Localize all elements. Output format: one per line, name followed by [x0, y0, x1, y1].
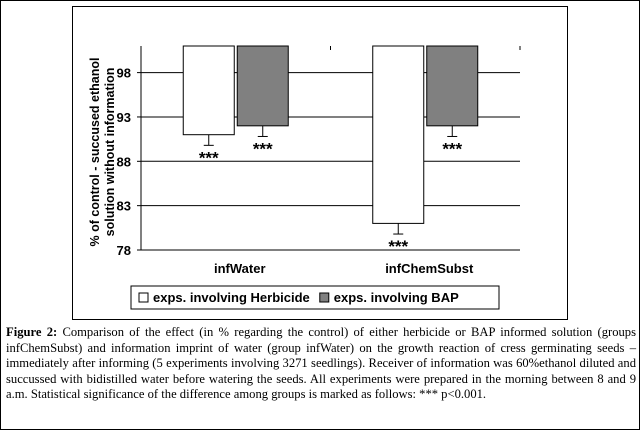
significance-label: ***: [442, 139, 462, 158]
caption-label: Figure 2:: [6, 325, 58, 339]
y-tick-label: 98: [117, 66, 131, 81]
caption-text: Comparison of the effect (in % regarding…: [6, 325, 636, 402]
figure-caption: Figure 2: Comparison of the effect (in %…: [6, 325, 636, 403]
y-axis-label-line: solution without information: [103, 68, 117, 237]
legend-label: exps. involving BAP: [334, 290, 459, 305]
legend-swatch: [138, 292, 149, 303]
y-tick-label: 88: [117, 154, 131, 169]
y-tick-label: 93: [117, 110, 131, 125]
y-tick-label: 83: [117, 199, 131, 214]
y-axis-label: % of control - succused ethanolsolution …: [88, 58, 117, 247]
category-label: infWater: [214, 261, 266, 276]
bar-infChemSubst-1: [426, 45, 479, 127]
legend-box: [130, 285, 500, 310]
bar-infWater-1: [236, 45, 289, 127]
category-label: infChemSubst: [385, 261, 474, 276]
bar-infWater-0: [182, 45, 235, 136]
significance-label: ***: [388, 237, 408, 256]
y-tick-label: 78: [117, 243, 131, 258]
chart-container: 78 83 88 93 98% of control - succused ethano…: [72, 6, 568, 320]
legend-label: exps. involving Herbicide: [153, 290, 310, 305]
legend-swatch: [319, 292, 330, 303]
significance-label: ***: [253, 139, 273, 158]
y-axis-label-line: % of control - succused ethanol: [88, 58, 102, 247]
significance-label: ***: [199, 148, 219, 167]
bar-infChemSubst-0: [372, 45, 425, 224]
